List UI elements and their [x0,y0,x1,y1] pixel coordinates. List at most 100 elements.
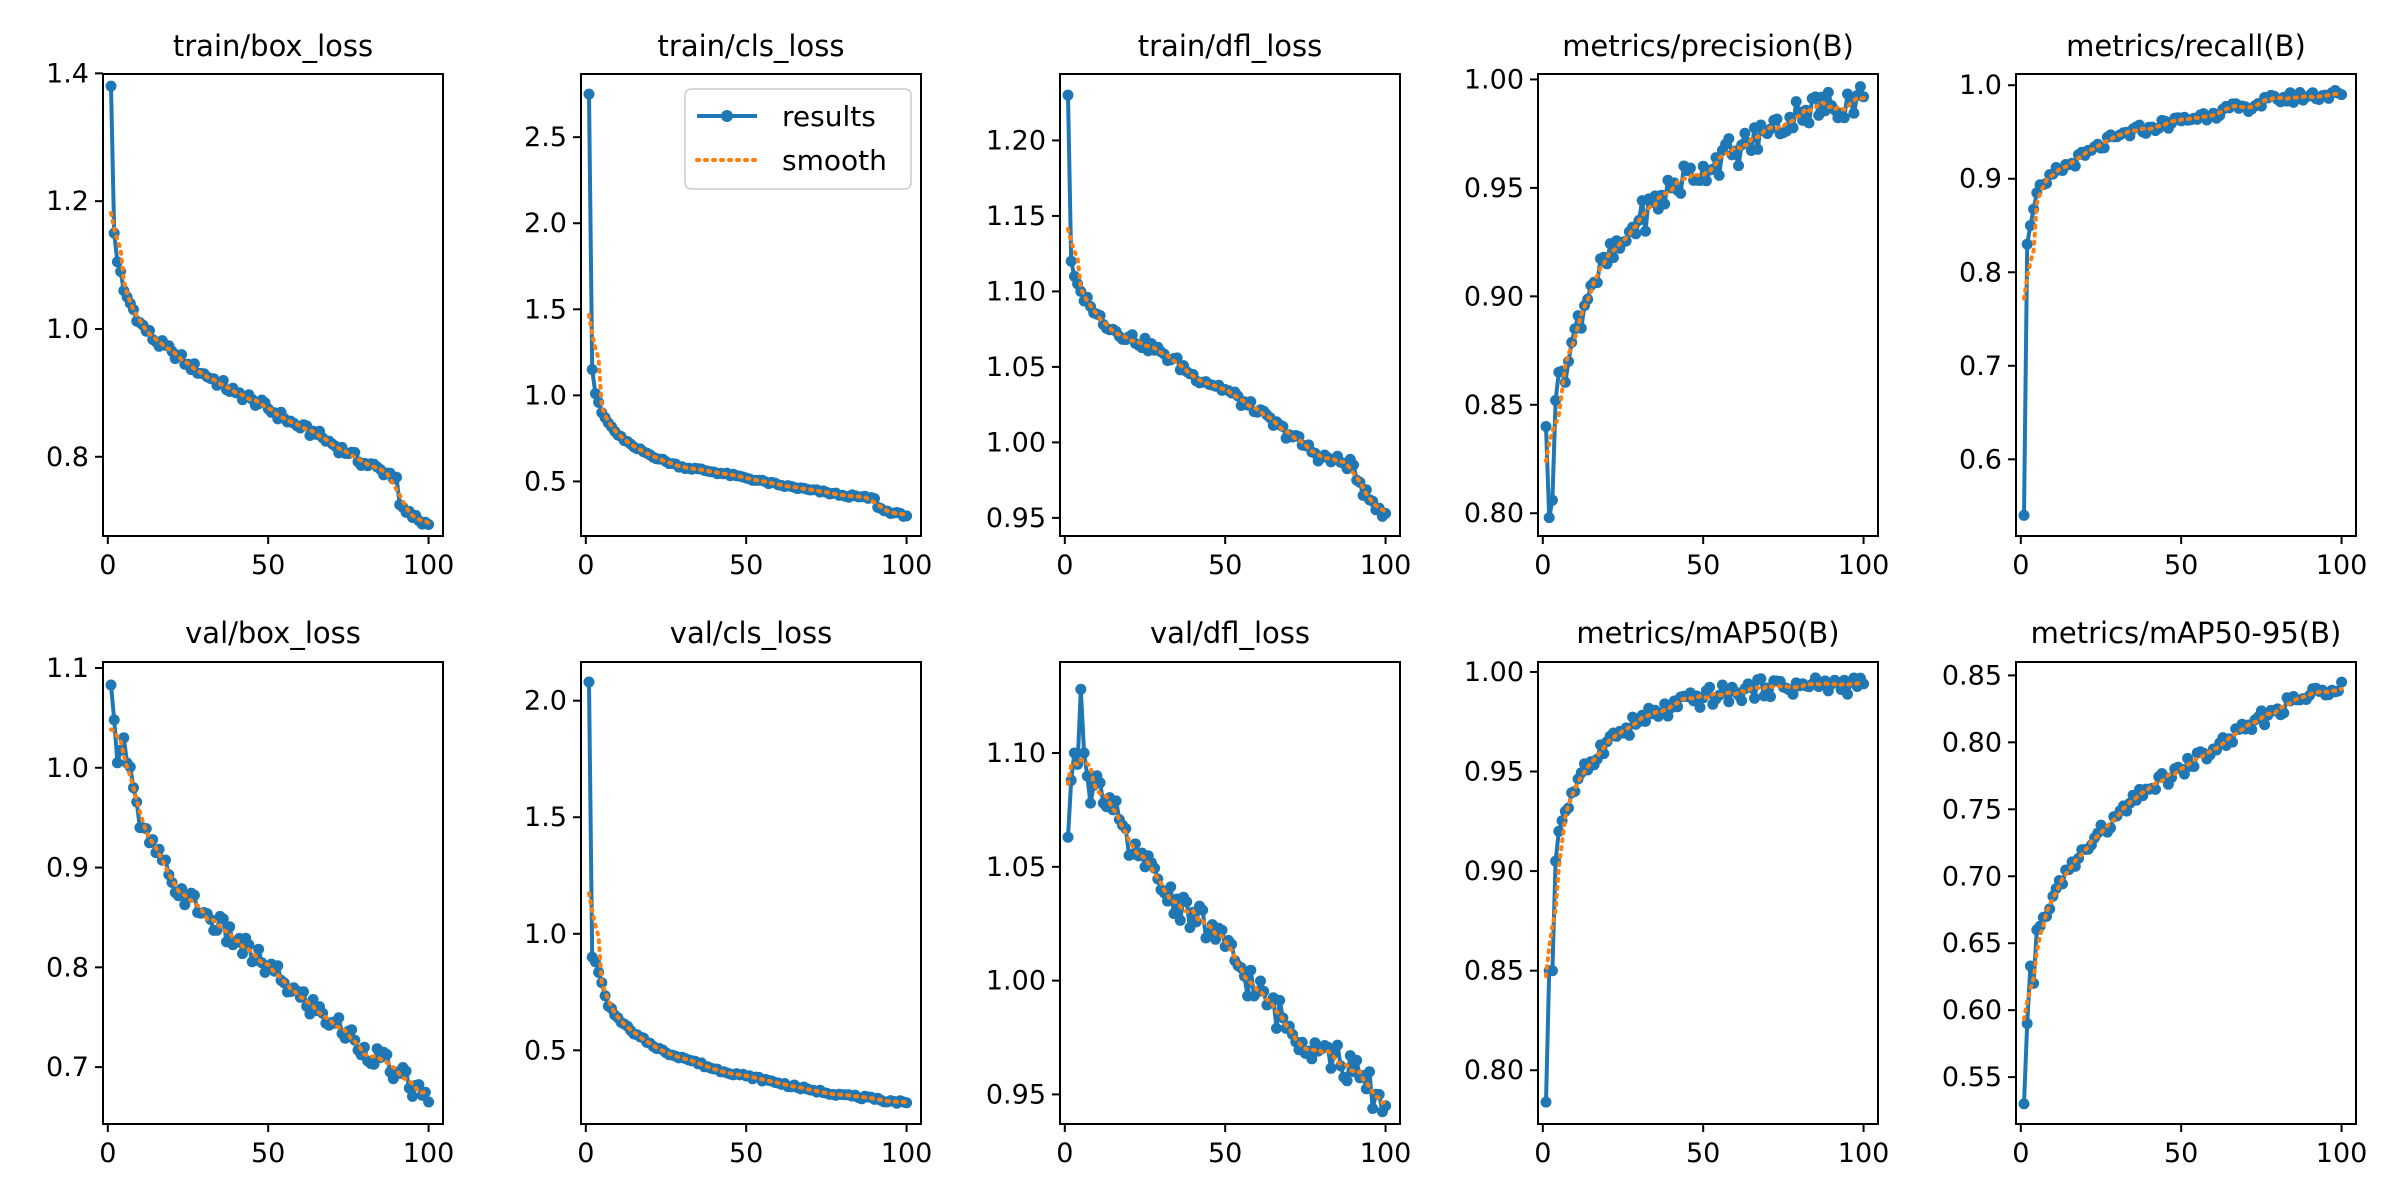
x-tick-label: 0 [1534,550,1551,581]
results-point [1543,512,1555,524]
results-point [1704,681,1716,693]
results-point [111,757,123,769]
x-tick-label: 0 [2012,550,2029,581]
x-tick-label: 50 [1208,1138,1242,1169]
y-tick-label: 0.95 [1464,173,1524,204]
results-point [2021,238,2033,250]
results-point [589,388,601,400]
results-point [589,956,601,968]
smooth-line [587,891,909,1105]
subplot-title: metrics/precision(B) [1562,29,1854,63]
results-point [188,889,200,901]
smooth-line [1544,679,1866,979]
x-tick-label: 50 [2164,1138,2198,1169]
y-tick-label: 1.20 [986,125,1046,156]
axes-frame [1537,661,1879,1125]
axes-frame [1059,73,1401,537]
results-point [2336,89,2348,101]
results-point [105,80,117,92]
y-tick-label: 0.75 [1942,794,2002,825]
y-tick-label: 1.2 [46,186,89,217]
subplot-title: metrics/recall(B) [2066,29,2306,63]
results-point [1274,994,1286,1006]
plot-area: 0 50 100 0.80 0.85 0.90 0.95 1.00 [1464,64,1889,581]
results-point [1546,965,1558,977]
axes-frame [102,661,444,1125]
results-point [1062,89,1074,101]
subplot-metrics-map50: metrics/mAP50(B) 0 50 100 0.80 0.85 0.90 0.95 1… [1464,616,1889,1169]
results-point [2024,960,2036,972]
y-tick-label: 0.8 [1959,257,2002,288]
axes-frame [580,661,922,1125]
results-point [1094,777,1106,789]
y-tick-label: 0.95 [986,503,1046,534]
results-point [1081,770,1093,782]
results-point [1271,1022,1282,1034]
x-tick-label: 100 [881,1138,933,1169]
legend-results-label: results [782,100,876,133]
results-point [1752,143,1764,155]
x-tick-label: 100 [2316,550,2368,581]
results-point [1325,1062,1337,1074]
y-tick-label: 0.7 [46,1052,89,1083]
results-point [1068,747,1080,759]
subplot-val-cls-loss: val/cls_loss 0 50 100 0.5 1.0 1.5 2.0 [524,616,932,1169]
results-point [105,679,117,691]
plot-area: 0 50 100 0.6 0.7 0.8 0.9 1.0 [1959,70,2367,581]
y-tick-label: 1.0 [1959,70,2002,101]
y-tick-label: 0.65 [1942,928,2002,959]
results-point [1126,329,1138,341]
results-point [1710,152,1722,164]
results-point [2018,509,2030,521]
y-tick-label: 0.80 [1464,1055,1524,1086]
y-tick-label: 0.9 [1959,164,2002,195]
results-point [1700,175,1712,187]
results-point [1306,1053,1318,1065]
y-tick-label: 1.0 [524,919,567,950]
results-point [1771,113,1783,125]
plot-area: 0 50 100 0.5 1.0 1.5 2.0 2.5 [524,73,932,581]
results-point [1174,914,1186,926]
y-tick-label: 1.00 [986,427,1046,458]
results-point [583,676,595,688]
results-point [1842,688,1853,700]
results-point [1598,748,1610,760]
results-point [381,1049,393,1060]
x-tick-label: 0 [99,550,116,581]
results-point [346,1024,358,1036]
smooth-line [2022,90,2344,301]
subplot-metrics-precision: metrics/precision(B) 0 50 1000.800.850.900… [1464,29,1889,581]
smooth-line [1066,757,1388,1106]
axes-frame [1537,73,1879,537]
axes-frame [580,73,922,537]
results-point [1822,86,1834,98]
results-point [1739,127,1751,139]
y-tick-label: 0.70 [1942,861,2002,892]
results-point [1803,117,1815,129]
x-tick-label: 50 [251,550,285,581]
results-point [243,939,255,951]
results-point [1755,673,1767,685]
results-point [1062,831,1074,843]
results-point [1341,1075,1353,1087]
results-point [1623,729,1635,741]
results-point [1765,691,1776,703]
y-tick-label: 0.95 [1464,757,1524,788]
y-tick-label: 0.80 [1942,727,2002,758]
y-tick-label: 1.0 [46,314,89,345]
results-point [2024,220,2036,231]
results-point [1255,975,1266,987]
subplot-title: val/box_loss [185,616,361,650]
y-tick-label: 1.10 [986,276,1046,307]
subplot-train-box-loss: train/box_loss 0 50 100 0.8 1.0 1.2 1.4 [46,29,454,581]
results-point [1216,924,1228,936]
results-point [1749,692,1760,704]
results-point [1546,494,1558,506]
results-point [2178,768,2190,780]
axes-frame [102,73,444,537]
plot-area: 0 50 100 0.5 1.0 1.5 2.0 [524,661,933,1169]
results-point [237,948,248,960]
results-point [1364,1066,1375,1078]
results-point [2278,707,2290,719]
results-point [391,471,402,483]
